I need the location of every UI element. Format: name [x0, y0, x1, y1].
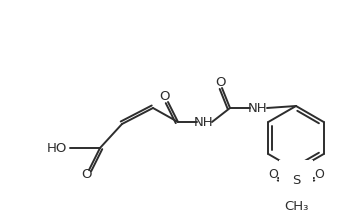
Text: S: S: [292, 173, 300, 187]
Text: O: O: [215, 76, 225, 90]
Text: CH₃: CH₃: [284, 200, 308, 212]
Text: O: O: [159, 90, 169, 104]
Text: O: O: [82, 168, 92, 182]
Text: HO: HO: [47, 141, 67, 154]
Text: NH: NH: [194, 115, 214, 129]
Text: O: O: [314, 168, 324, 182]
Text: NH: NH: [248, 101, 268, 115]
Text: O: O: [268, 168, 278, 182]
